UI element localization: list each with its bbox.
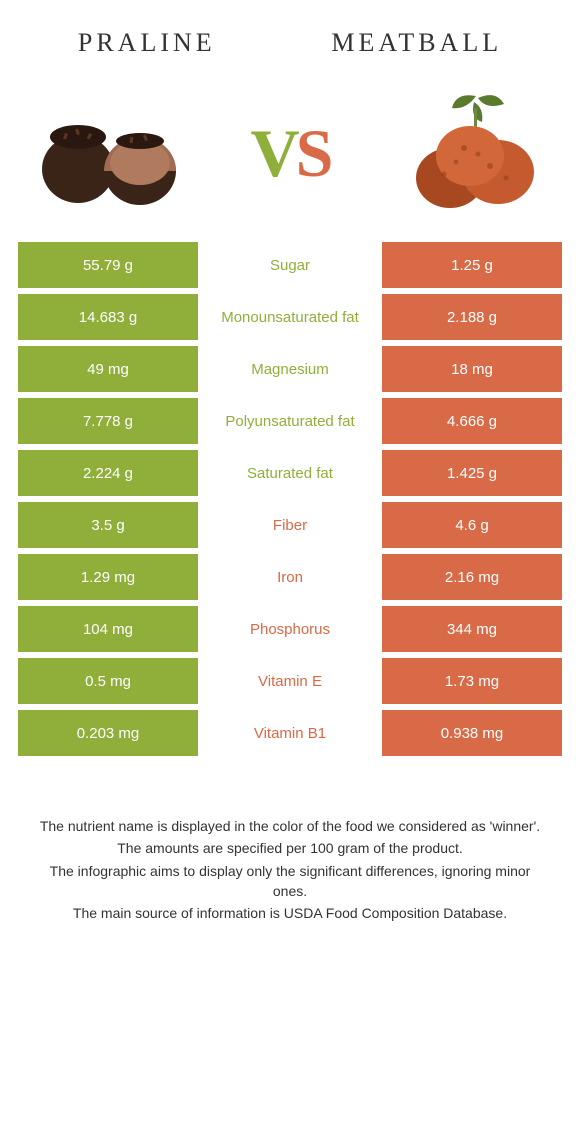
value-right: 344 mg: [382, 606, 562, 652]
value-right: 1.25 g: [382, 242, 562, 288]
nutrient-label: Saturated fat: [198, 450, 382, 496]
nutrient-row: 2.224 gSaturated fat1.425 g: [18, 450, 562, 496]
nutrient-row: 0.203 mgVitamin B10.938 mg: [18, 710, 562, 756]
title-right: Meatball: [331, 28, 502, 58]
nutrient-row: 14.683 gMonounsaturated fat2.188 g: [18, 294, 562, 340]
nutrient-row: 104 mgPhosphorus344 mg: [18, 606, 562, 652]
value-left: 49 mg: [18, 346, 198, 392]
nutrient-label: Iron: [198, 554, 382, 600]
value-right: 2.16 mg: [382, 554, 562, 600]
header-titles: Praline Meatball: [0, 0, 580, 68]
value-left: 7.778 g: [18, 398, 198, 444]
nutrient-row: 3.5 gFiber4.6 g: [18, 502, 562, 548]
value-right: 2.188 g: [382, 294, 562, 340]
nutrient-row: 7.778 gPolyunsaturated fat4.666 g: [18, 398, 562, 444]
value-left: 55.79 g: [18, 242, 198, 288]
value-right: 1.425 g: [382, 450, 562, 496]
footer-line-2: The amounts are specified per 100 gram o…: [36, 838, 544, 858]
meatball-image: [386, 88, 546, 218]
vs-v: V: [251, 115, 296, 191]
value-left: 0.5 mg: [18, 658, 198, 704]
nutrient-label: Magnesium: [198, 346, 382, 392]
hero-row: VS: [0, 68, 580, 242]
nutrient-label: Phosphorus: [198, 606, 382, 652]
value-left: 14.683 g: [18, 294, 198, 340]
footer-line-3: The infographic aims to display only the…: [36, 861, 544, 902]
value-left: 2.224 g: [18, 450, 198, 496]
footer-line-4: The main source of information is USDA F…: [36, 903, 544, 923]
title-left: Praline: [78, 28, 216, 58]
praline-image: [34, 88, 194, 218]
value-right: 1.73 mg: [382, 658, 562, 704]
nutrient-label: Vitamin E: [198, 658, 382, 704]
value-right: 0.938 mg: [382, 710, 562, 756]
value-left: 3.5 g: [18, 502, 198, 548]
value-right: 4.666 g: [382, 398, 562, 444]
value-left: 1.29 mg: [18, 554, 198, 600]
nutrient-row: 49 mgMagnesium18 mg: [18, 346, 562, 392]
value-right: 18 mg: [382, 346, 562, 392]
nutrient-label: Vitamin B1: [198, 710, 382, 756]
value-left: 0.203 mg: [18, 710, 198, 756]
value-left: 104 mg: [18, 606, 198, 652]
nutrient-label: Monounsaturated fat: [198, 294, 382, 340]
nutrient-label: Fiber: [198, 502, 382, 548]
footer-notes: The nutrient name is displayed in the co…: [0, 762, 580, 923]
nutrient-table: 55.79 gSugar1.25 g 14.683 gMonounsaturate…: [0, 242, 580, 756]
nutrient-label: Sugar: [198, 242, 382, 288]
vs-s: S: [296, 115, 330, 191]
vs-label: VS: [251, 114, 330, 193]
value-right: 4.6 g: [382, 502, 562, 548]
footer-line-1: The nutrient name is displayed in the co…: [36, 816, 544, 836]
nutrient-label: Polyunsaturated fat: [198, 398, 382, 444]
nutrient-row: 1.29 mgIron2.16 mg: [18, 554, 562, 600]
nutrient-row: 0.5 mgVitamin E1.73 mg: [18, 658, 562, 704]
nutrient-row: 55.79 gSugar1.25 g: [18, 242, 562, 288]
